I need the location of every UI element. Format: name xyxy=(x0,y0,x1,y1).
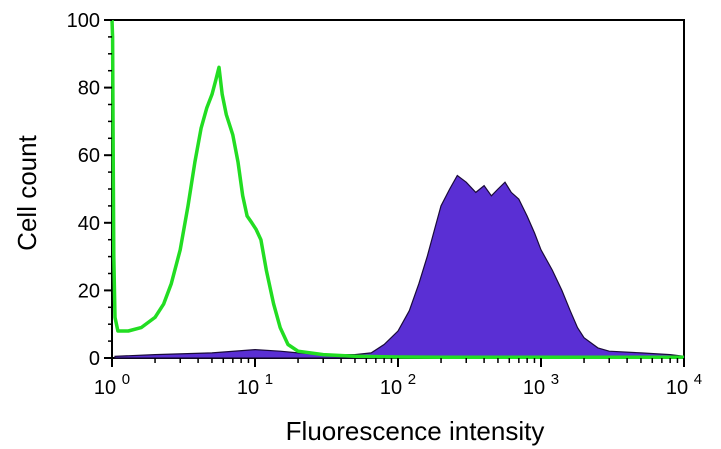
x-tick-label: 10 2 xyxy=(380,371,416,399)
plot-frame xyxy=(111,19,685,359)
y-tick-label: 100 xyxy=(67,10,100,32)
y-axis-title: Cell count xyxy=(12,134,42,250)
x-tick-label: 10 0 xyxy=(94,371,130,399)
y-axis-ticks: 0 20 40 60 80 100 xyxy=(67,10,112,370)
x-tick-label: 10 4 xyxy=(666,371,702,399)
x-tick-label: 10 3 xyxy=(523,371,559,399)
y-tick-label: 20 xyxy=(78,280,100,302)
series-fill-1 xyxy=(114,174,685,359)
x-axis-title: Fluorescence intensity xyxy=(286,416,545,446)
y-tick-label: 0 xyxy=(89,348,100,370)
series-layer xyxy=(110,19,685,360)
x-axis-ticks: 10 0 10 1 10 2 10 3 10 4 xyxy=(94,358,702,399)
y-tick-label: 60 xyxy=(78,145,100,167)
y-tick-label: 40 xyxy=(78,213,100,235)
y-tick-label: 80 xyxy=(78,78,100,100)
series-line-0 xyxy=(110,19,684,360)
x-tick-label: 10 1 xyxy=(237,371,273,399)
